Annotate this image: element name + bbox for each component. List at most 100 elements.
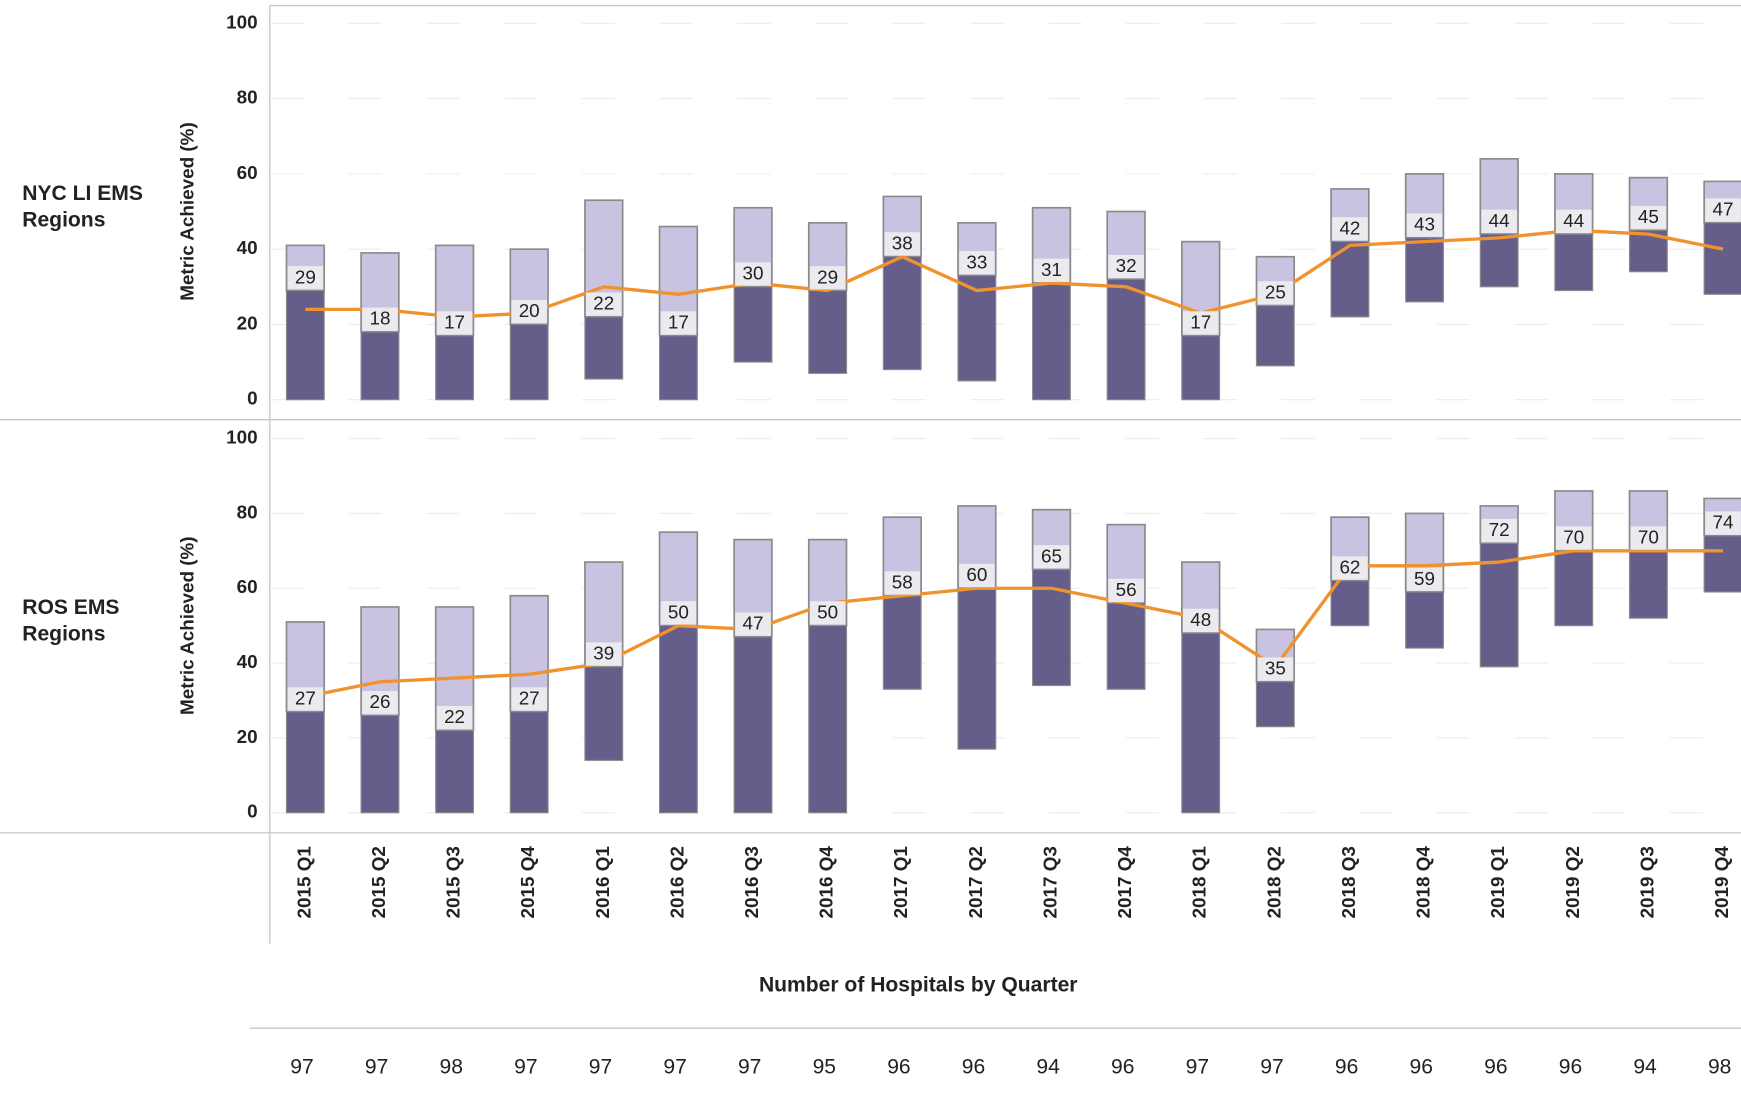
value-label-box (1630, 526, 1667, 550)
hospitals-title: Number of Hospitals by Quarter (759, 974, 1078, 997)
x-tick-label: 2019 Q3 (1636, 846, 1657, 918)
y-axis-label: Metric Achieved (%) (177, 536, 198, 715)
value-label: 17 (444, 312, 465, 333)
bar-lower (1255, 681, 1295, 728)
bar-lower (360, 331, 400, 401)
x-tick-label: 2015 Q3 (443, 846, 464, 918)
value-label: 44 (1489, 210, 1510, 231)
value-label: 33 (966, 251, 987, 272)
bar-lower (1032, 282, 1071, 401)
y-tick-label: 40 (237, 237, 258, 258)
value-label: 42 (1339, 217, 1360, 238)
bar-lower (1106, 278, 1146, 401)
value-label: 32 (1116, 255, 1137, 276)
panel-label-box: ROS EMS Regions (22, 596, 119, 646)
value-label-box (436, 311, 473, 335)
bar-lower (1181, 632, 1221, 814)
x-tick-label: 2016 Q4 (816, 846, 837, 919)
bar-lower (285, 290, 325, 401)
bar-lower (733, 286, 773, 363)
value-label-box (959, 251, 995, 275)
value-label-box (1257, 281, 1294, 305)
frame (0, 4, 1741, 1029)
x-tick-label: 2017 Q3 (1039, 846, 1060, 918)
x-tick-label: 2018 Q1 (1189, 846, 1210, 918)
x-tick-label: 2016 Q2 (666, 846, 687, 918)
bar-lower (1106, 602, 1146, 690)
y-tick-label: 0 (247, 388, 258, 409)
value-label-box (735, 612, 771, 636)
value-label-box (1332, 217, 1368, 241)
hospital-count: 96 (1111, 1056, 1134, 1079)
bar-lower (360, 714, 400, 814)
value-label-box (809, 266, 846, 290)
panel-label-box: NYC LI EMS Regions (22, 181, 143, 232)
value-label: 39 (593, 643, 614, 664)
y-tick-label: 20 (237, 726, 258, 747)
bar-lower (1628, 550, 1668, 619)
y-tick-label: 0 (247, 801, 258, 822)
hospital-count: 96 (887, 1056, 910, 1079)
x-tick-label: 2016 Q3 (741, 846, 762, 918)
value-label-box (884, 571, 921, 595)
panel-label: NYC LI EMS Regions (22, 181, 143, 232)
value-label: 45 (1638, 206, 1659, 227)
value-label-box (586, 642, 622, 666)
value-label: 70 (1563, 527, 1584, 548)
value-label-box (1182, 311, 1219, 335)
value-label: 31 (1041, 259, 1062, 280)
value-label: 47 (743, 613, 764, 634)
bar-lower (1330, 580, 1370, 627)
value-label: 62 (1339, 557, 1360, 578)
value-label: 58 (892, 572, 913, 593)
bar-lower (1703, 535, 1741, 593)
x-tick-label: 2019 Q1 (1487, 846, 1508, 918)
value-label-box (1556, 526, 1592, 550)
value-label: 72 (1489, 519, 1510, 540)
bar-lower (584, 316, 624, 380)
x-tick-label: 2018 Q4 (1413, 846, 1434, 919)
value-label: 25 (1265, 281, 1286, 302)
value-label-box (660, 311, 697, 335)
hospital-count: 97 (589, 1056, 612, 1079)
value-label: 43 (1414, 214, 1435, 235)
value-label: 29 (295, 266, 316, 287)
x-tick-label: 2015 Q1 (293, 846, 314, 918)
bar-lower (1405, 237, 1444, 303)
bar-lower (882, 595, 922, 690)
value-label: 22 (593, 293, 614, 314)
hospital-count: 96 (1335, 1056, 1358, 1079)
hospital-count: 98 (440, 1056, 463, 1079)
x-tick-label: 2019 Q2 (1562, 846, 1583, 918)
value-label: 50 (668, 601, 689, 622)
value-label: 48 (1190, 609, 1211, 630)
value-label-box (1182, 608, 1219, 633)
value-label: 70 (1638, 527, 1659, 548)
x-tick-label: 2017 Q1 (890, 846, 911, 918)
x-tick-label: 2016 Q1 (592, 846, 613, 918)
hospital-count: 97 (514, 1056, 537, 1079)
value-label: 65 (1041, 545, 1062, 566)
value-label: 18 (369, 308, 390, 329)
hospital-count: 97 (1186, 1056, 1209, 1079)
hospital-count: 96 (1409, 1056, 1432, 1079)
bar-lower (285, 711, 325, 814)
hospital-count: 98 (1708, 1056, 1731, 1079)
value-label: 60 (966, 564, 987, 585)
bar-lower (882, 256, 922, 371)
value-label: 44 (1563, 210, 1584, 231)
hospital-count: 97 (365, 1056, 388, 1079)
value-label-box (511, 687, 547, 711)
value-label-box (362, 691, 398, 715)
y-tick-label: 100 (226, 11, 257, 32)
value-label-box (735, 262, 771, 286)
y-tick-label: 80 (237, 501, 258, 522)
value-label-box (362, 307, 398, 331)
value-label-box (586, 292, 622, 316)
bar-lower (1479, 233, 1519, 288)
hospital-count: 96 (1484, 1056, 1507, 1079)
bar-lower (1255, 305, 1295, 367)
bar-lower (957, 274, 997, 382)
value-label-box (287, 266, 324, 290)
value-label: 56 (1116, 579, 1137, 600)
